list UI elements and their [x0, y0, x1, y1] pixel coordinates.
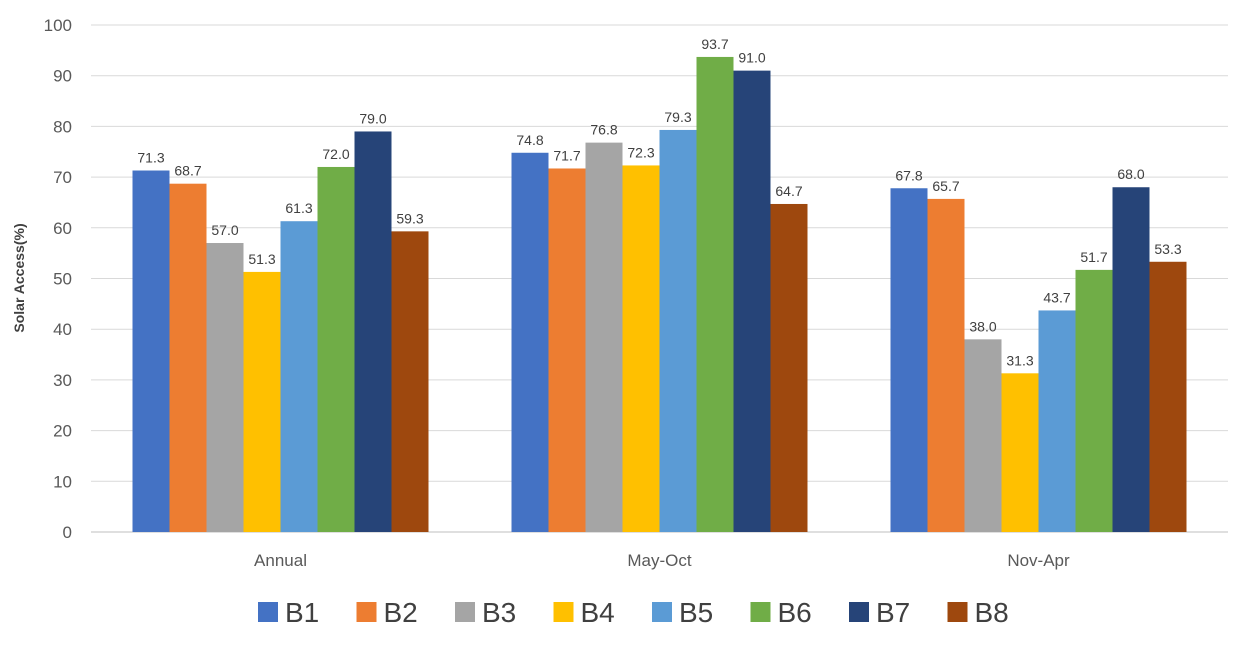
x-axis-categories: Annual May-Oct Nov-Apr: [254, 551, 1070, 570]
bar-b2-nov-apr: [927, 198, 965, 532]
y-tick-label: 90: [53, 67, 72, 86]
data-label: 59.3: [396, 210, 423, 226]
data-label: 76.8: [590, 122, 617, 138]
legend-label-b1: B1: [285, 597, 319, 628]
data-label: 53.3: [1154, 241, 1181, 257]
bar-b5-nov-apr: [1038, 310, 1076, 532]
y-tick-label: 50: [53, 270, 72, 289]
bar-b4-may-oct: [622, 165, 660, 532]
data-label: 38.0: [969, 318, 996, 334]
x-category-label: Nov-Apr: [1007, 551, 1070, 570]
bar-b7-nov-apr: [1112, 187, 1150, 533]
bar-b8-nov-apr: [1149, 261, 1187, 532]
legend-swatch-b1: [258, 602, 278, 622]
data-label: 68.7: [174, 163, 201, 179]
data-label: 72.3: [627, 144, 654, 160]
bar-b2-may-oct: [548, 168, 586, 532]
bar-b8-may-oct: [770, 203, 808, 532]
legend-swatch-b5: [652, 602, 672, 622]
y-tick-label: 100: [44, 16, 72, 35]
bar-b1-annual: [132, 170, 170, 532]
x-category-label: Annual: [254, 551, 307, 570]
bar-b4-annual: [243, 271, 281, 532]
bar-b5-may-oct: [659, 129, 697, 532]
data-label: 61.3: [285, 200, 312, 216]
legend-label-b4: B4: [581, 597, 615, 628]
y-tick-label: 30: [53, 371, 72, 390]
y-tick-label: 80: [53, 117, 72, 136]
bar-b5-annual: [280, 221, 318, 533]
bar-b1-nov-apr: [890, 188, 928, 532]
legend-label-b2: B2: [384, 597, 418, 628]
legend-swatch-b7: [849, 602, 869, 622]
legend-label-b3: B3: [482, 597, 516, 628]
legend-swatch-b3: [455, 602, 475, 622]
y-tick-label: 0: [63, 523, 72, 542]
data-label: 64.7: [775, 183, 802, 199]
x-category-label: May-Oct: [627, 551, 692, 570]
y-tick-label: 40: [53, 320, 72, 339]
data-label: 57.0: [211, 222, 238, 238]
legend-swatch-b2: [356, 602, 377, 622]
y-tick-label: 60: [53, 219, 72, 238]
y-tick-label: 70: [53, 168, 72, 187]
bar-b8-annual: [391, 231, 429, 532]
y-axis-ticks: 0 10 20 30 40 50 60 70 80 90 100: [44, 16, 72, 542]
data-label: 71.7: [553, 147, 580, 163]
data-label: 43.7: [1043, 289, 1070, 305]
legend: B1 B2 B3 B4 B5 B6 B7 B8: [258, 597, 1009, 628]
y-axis-title: Solar Access(%): [11, 223, 27, 332]
data-label: 71.3: [137, 150, 164, 166]
data-label: 68.0: [1117, 166, 1144, 182]
bar-b6-annual: [317, 166, 355, 532]
legend-label-b6: B6: [778, 597, 812, 628]
data-label: 51.7: [1080, 249, 1107, 265]
bar-b2-annual: [169, 183, 207, 533]
legend-label-b7: B7: [876, 597, 910, 628]
legend-swatch-b8: [947, 602, 968, 622]
data-labels: 71.3 68.7 57.0 51.3 61.3 72.0 79.0 59.3 74.8 71.7…: [137, 36, 1181, 368]
bar-b6-may-oct: [696, 56, 734, 532]
data-label: 91.0: [738, 50, 765, 66]
bar-b1-may-oct: [511, 152, 549, 532]
data-label: 72.0: [322, 146, 349, 162]
bar-b3-may-oct: [585, 142, 623, 532]
legend-label-b8: B8: [975, 597, 1009, 628]
legend-label-b5: B5: [679, 597, 713, 628]
data-label: 65.7: [932, 178, 959, 194]
bar-b6-nov-apr: [1075, 269, 1113, 532]
data-label: 51.3: [248, 251, 275, 267]
data-label: 74.8: [516, 132, 543, 148]
y-tick-label: 20: [53, 422, 72, 441]
data-label: 79.3: [664, 109, 691, 125]
bars: [132, 56, 1187, 533]
bar-b4-nov-apr: [1001, 373, 1039, 532]
data-label: 31.3: [1006, 352, 1033, 368]
data-label: 93.7: [701, 36, 728, 52]
y-tick-label: 10: [53, 472, 72, 491]
bar-b7-may-oct: [733, 70, 771, 532]
data-label: 67.8: [895, 167, 922, 183]
legend-swatch-b4: [553, 602, 574, 622]
data-label: 79.0: [359, 110, 386, 126]
legend-swatch-b6: [750, 602, 771, 622]
bar-b3-annual: [206, 243, 244, 532]
bar-b7-annual: [354, 131, 392, 532]
bar-b3-nov-apr: [964, 339, 1002, 532]
